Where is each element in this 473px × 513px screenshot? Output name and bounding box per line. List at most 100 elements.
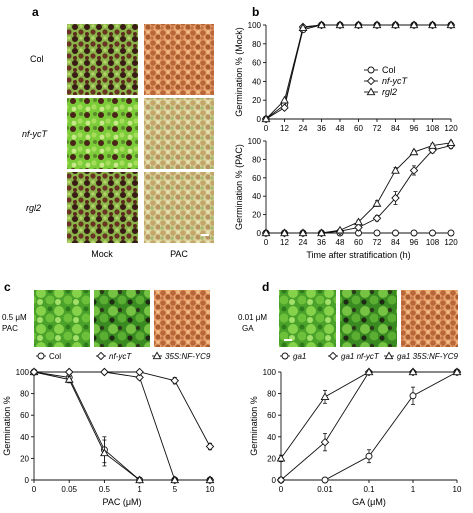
legend-label: nf-ycT [382, 76, 409, 86]
photo-label-agent: GA [242, 324, 254, 333]
x-tick-label: 108 [426, 238, 440, 247]
x-tick-label: 1 [411, 485, 416, 494]
series-rgl2-point [428, 141, 437, 149]
y-tick-label: 40 [252, 77, 261, 86]
legend-marker [366, 76, 376, 86]
series-ga1-35s-nf-yc9-point [320, 392, 330, 400]
y-axis-label: Germination % [2, 396, 12, 456]
x-tick-label: 84 [391, 124, 400, 133]
x-tick-label: 36 [317, 238, 326, 247]
photo-nfyct-mock [67, 98, 138, 169]
legend-label: ga1 [293, 352, 306, 361]
series-rgl2-point [391, 165, 400, 174]
series-ga1-nf-yct-point [320, 437, 330, 447]
x-axis-label: Time after stratification (h) [306, 250, 410, 260]
y-tick-label: 0 [257, 115, 262, 124]
series-35s-nf-yc9-point [135, 475, 144, 484]
series-nf-yct-point [409, 166, 419, 175]
y-tick-label: 20 [20, 454, 29, 463]
y-tick-label: 80 [20, 390, 29, 399]
y-tick-label: 0 [25, 476, 30, 485]
x-tick-label: 5 [173, 485, 178, 494]
legend-label: Col [49, 352, 61, 361]
series-nf-yct-high-point [135, 367, 144, 377]
chart-b-mock: 0 20 40 60 80 100 0 12 24 36 48 60 72 84 96 108 120 Germi… [234, 20, 458, 133]
photo-c-nfyct [94, 290, 150, 347]
series-col-point [392, 229, 399, 237]
legend-label: ga1 35S:NF-YC9 [397, 352, 458, 361]
x-tick-label: 0 [32, 485, 37, 494]
series-rgl2-point [298, 23, 308, 31]
x-tick-label: 12 [280, 124, 289, 133]
legend-marker [96, 351, 106, 361]
series-col-line [265, 24, 451, 120]
series-ga1-35s-nf-yc9-line [280, 371, 457, 459]
series-35s-nf-yc9-point [170, 475, 180, 484]
photo-label-conc: 0.01 μM [238, 313, 267, 322]
series-ga1-35s-nf-yc9-point [276, 453, 286, 462]
chart-b-pac: 0 20 40 60 80 100 0 12 24 36 48 60 72 84 96 108 120 Germi… [234, 137, 458, 260]
x-tick-label: 84 [391, 238, 400, 247]
scale-bar [201, 234, 209, 236]
series-ga1-point [409, 392, 417, 400]
row-label-col: Col [30, 54, 44, 64]
y-axis-label: Germination % [249, 396, 259, 456]
y-tick-label: 20 [252, 211, 261, 220]
series-rgl2-point [409, 20, 419, 29]
series-rgl2-point [372, 20, 382, 29]
series-ga1-line [281, 371, 458, 481]
x-tick-label: 72 [373, 124, 382, 133]
x-tick-label: 48 [336, 238, 345, 247]
chart-c: 0 20 40 60 80 100 0 0.05 0.5 1 5 10 Germination % PAC… [2, 351, 215, 507]
y-tick-label: 60 [267, 411, 276, 420]
series-ga1-point [365, 452, 373, 460]
series-35s-nf-yc9-point [205, 475, 215, 484]
x-tick-label: 0 [264, 124, 269, 133]
series-ga1-point [321, 476, 329, 484]
series-rgl2-point [317, 20, 326, 29]
series-rgl2-point [261, 114, 271, 123]
y-tick-label: 100 [248, 21, 262, 30]
series-rgl2-point [372, 199, 382, 207]
x-tick-label: 24 [299, 238, 308, 247]
chart-d: 0 20 40 60 80 100 0 0.01 0.1 1 10 Germination % GA (… [249, 351, 462, 507]
legend-label: ga1 nf-ycT [341, 352, 380, 361]
photo-d-ga1-35s [401, 290, 458, 347]
column-label-pac: PAC [170, 249, 188, 259]
legend-marker [366, 87, 376, 96]
scale-bar [284, 339, 292, 341]
legend-label: 35S:NF-YC9 [165, 352, 211, 361]
x-tick-label: 12 [280, 238, 289, 247]
series-35s-nf-yc9-line [33, 371, 210, 481]
y-axis-label: Germination % (PAC) [234, 144, 244, 230]
x-tick-label: 0.1 [363, 485, 375, 494]
photo-c-35s [154, 290, 210, 347]
series-col-point [429, 229, 436, 237]
panel-a: Col nf-ycT rgl2 Mock PAC [22, 24, 214, 259]
y-tick-label: 80 [252, 40, 261, 49]
series-col-line [33, 371, 210, 481]
y-tick-label: 80 [252, 155, 261, 164]
series-rgl2-point [335, 20, 345, 29]
legend-label: Col [382, 65, 396, 75]
legend-label: rgl2 [382, 87, 397, 97]
series-nf-yct-high-point [205, 442, 215, 451]
x-tick-label: 36 [317, 124, 326, 133]
x-tick-label: 0.05 [61, 485, 77, 494]
y-tick-label: 100 [263, 368, 277, 377]
y-tick-label: 60 [252, 174, 261, 183]
series-nf-yct-point [135, 373, 144, 382]
series-nf-yct-high-point [170, 376, 180, 385]
photo-rgl2-mock [67, 172, 138, 243]
series-ga1-35s-nf-yc9-point [364, 367, 374, 376]
legend-marker [37, 352, 45, 360]
x-tick-label: 0 [279, 485, 284, 494]
y-tick-label: 60 [252, 59, 261, 68]
panel-letter-c: c [4, 280, 11, 294]
y-tick-label: 40 [267, 433, 276, 442]
series-rgl2-point [446, 20, 456, 29]
photo-label-agent: PAC [2, 324, 18, 333]
x-axis-label: PAC (μM) [102, 497, 141, 507]
series-ga1-nf-yct-point [276, 475, 286, 485]
series-rgl2-point [354, 217, 363, 226]
